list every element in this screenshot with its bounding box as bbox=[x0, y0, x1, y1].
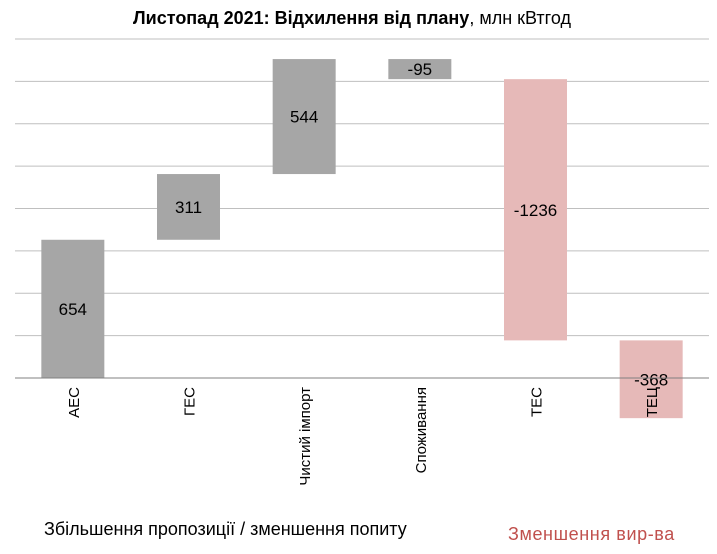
chart-title-bold: Листопад 2021: Відхилення від плану bbox=[133, 8, 469, 28]
caption-increase: Збільшення пропозиції / зменшення попиту bbox=[44, 519, 407, 539]
bar-5 bbox=[504, 79, 567, 341]
bar-2 bbox=[157, 174, 220, 240]
bar-4 bbox=[388, 59, 452, 80]
data-label-2: 311 bbox=[175, 198, 202, 217]
chart-title-units: , млн кВтгод bbox=[469, 8, 571, 28]
gridlines bbox=[15, 38, 709, 337]
x-tick-label-4: Споживання bbox=[413, 387, 430, 473]
x-tick-label-2: ГЕС bbox=[182, 387, 199, 416]
data-label-6: -368 bbox=[634, 370, 668, 389]
x-tick-label-6: ТЕЦ bbox=[644, 387, 661, 417]
data-label-1: 654 bbox=[59, 300, 87, 319]
value-labels: 654 311 544 -95 -1236 -368 bbox=[59, 60, 669, 389]
data-label-4: -95 bbox=[408, 60, 433, 79]
data-label-5: -1236 bbox=[514, 201, 557, 220]
bar-3 bbox=[272, 59, 336, 175]
x-tick-label-1: АЕС bbox=[66, 387, 83, 418]
x-tick-label-5: ТЕС bbox=[529, 387, 546, 417]
caption-decrease: Зменшення вир-ва bbox=[508, 524, 675, 544]
x-axis-ticks: АЕС ГЕС Чистий імпорт Споживання ТЕС ТЕЦ bbox=[66, 387, 661, 486]
chart-title: Листопад 2021: Відхилення від плану, млн… bbox=[133, 8, 571, 28]
bar-1 bbox=[41, 239, 105, 378]
bar-6 bbox=[619, 340, 683, 419]
data-label-3: 544 bbox=[290, 108, 318, 127]
x-tick-label-3: Чистий імпорт bbox=[297, 387, 314, 486]
bars bbox=[41, 59, 683, 419]
